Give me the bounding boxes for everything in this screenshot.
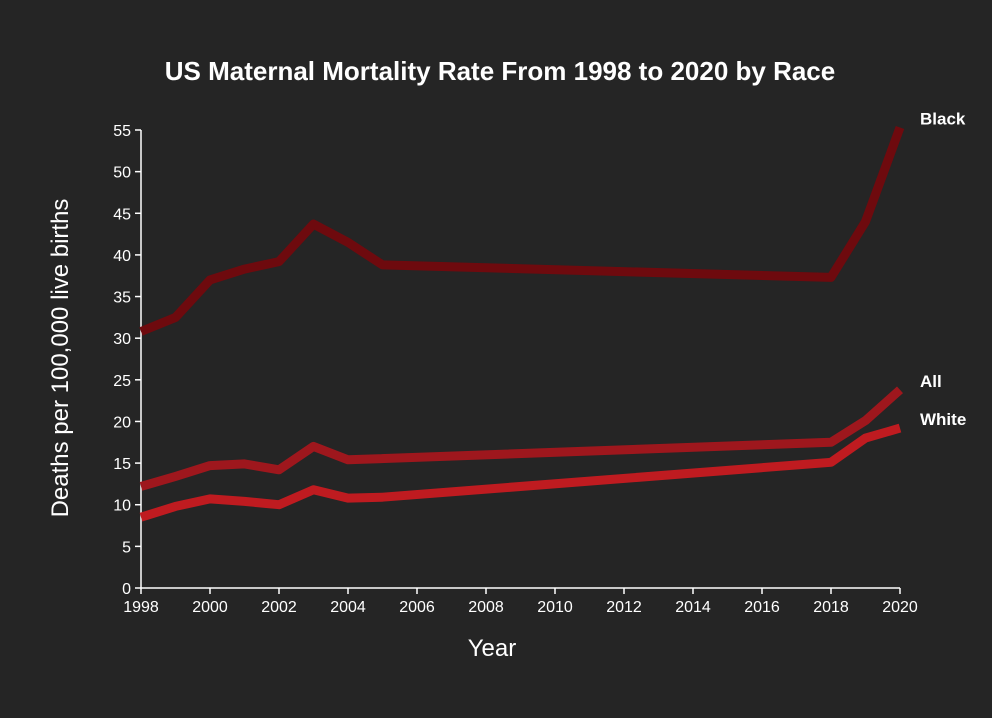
series-label-black: Black: [920, 110, 966, 129]
x-tick-label: 1998: [123, 599, 159, 616]
y-tick-label: 50: [113, 165, 131, 182]
x-tick-label: 2014: [675, 599, 711, 616]
y-tick-label: 0: [122, 581, 131, 598]
series-label-white: White: [920, 410, 966, 429]
x-tick-label: 2006: [399, 599, 435, 616]
series-lines: [139, 125, 905, 522]
series-label-all: All: [920, 372, 942, 391]
y-tick-label: 15: [113, 456, 131, 473]
x-tick-label: 2016: [744, 599, 780, 616]
x-tick-label: 2012: [606, 599, 642, 616]
x-tick-label: 2020: [882, 599, 918, 616]
x-tick-label: 2000: [192, 599, 228, 616]
y-tick-label: 45: [113, 206, 131, 223]
y-axis-label: Deaths per 100,000 live births: [47, 199, 74, 518]
series-labels: Black All White: [920, 110, 966, 430]
x-axis: 1998 2000 2002 2004 2006 2008 2010 2012 2014 2016…: [123, 587, 918, 616]
series-line-white: [139, 423, 902, 522]
chart-title: US Maternal Mortality Rate From 1998 to …: [165, 56, 835, 86]
x-tick-label: 2004: [330, 599, 366, 616]
y-axis: 0 5 10 15 20 25 30 35 40 45 50 55: [113, 123, 142, 598]
x-tick-label: 2018: [813, 599, 849, 616]
y-tick-label: 30: [113, 331, 131, 348]
y-tick-label: 5: [122, 539, 131, 556]
x-tick-label: 2010: [537, 599, 573, 616]
y-tick-label: 10: [113, 498, 131, 515]
y-tick-label: 55: [113, 123, 131, 140]
x-tick-label: 2002: [261, 599, 297, 616]
series-line-all: [139, 386, 903, 491]
y-tick-label: 25: [113, 373, 131, 390]
y-tick-label: 20: [113, 414, 131, 431]
x-tick-label: 2008: [468, 599, 504, 616]
y-tick-label: 40: [113, 248, 131, 265]
series-line-black: [139, 125, 905, 336]
y-tick-label: 35: [113, 290, 131, 307]
x-axis-label: Year: [468, 635, 517, 662]
